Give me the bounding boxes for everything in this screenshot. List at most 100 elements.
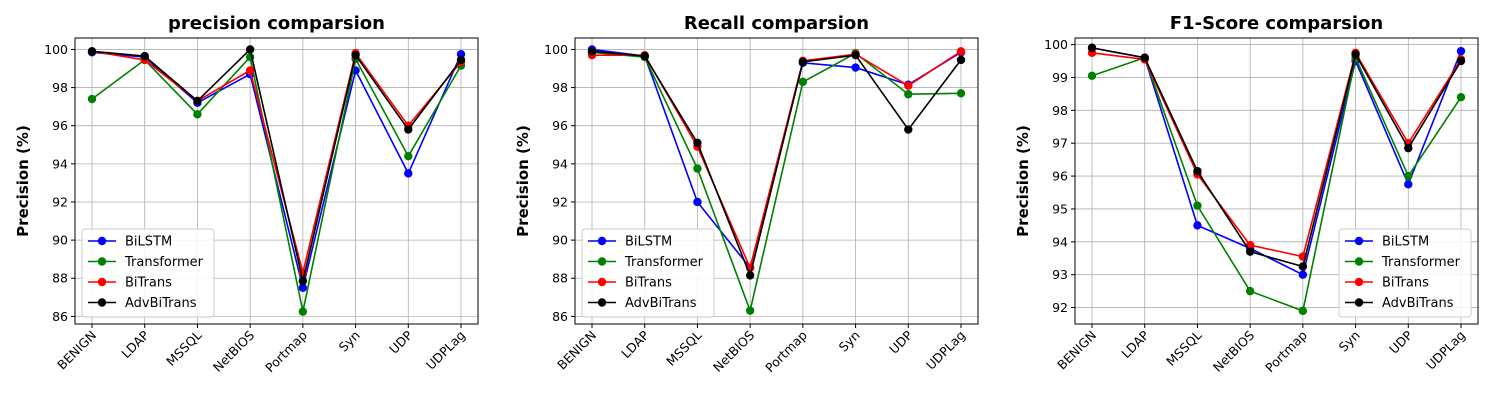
legend-marker <box>97 257 107 266</box>
legend-marker <box>597 277 607 287</box>
legend-label: BiLSTM <box>1382 235 1429 250</box>
chart-title: Recall comparsion <box>684 13 869 34</box>
chart-title: F1-Score comparsion <box>1170 13 1383 34</box>
legend-marker <box>97 277 107 287</box>
y-axis-label: Precision (%) <box>514 125 532 237</box>
y-axis-label: Precision (%) <box>1014 125 1032 237</box>
legend-marker <box>597 236 607 246</box>
legend-label: BiTrans <box>125 276 172 291</box>
data-point-transformer <box>1245 286 1255 296</box>
data-point-advbitrans <box>640 51 649 61</box>
x-tick-label: NetBIOS <box>210 327 257 374</box>
data-point-bilstm <box>1404 180 1413 189</box>
data-point-transformer <box>1298 306 1308 316</box>
data-point-bilstm <box>404 169 413 178</box>
x-tick-label: Portmap <box>262 327 310 375</box>
data-point-advbitrans <box>798 57 808 67</box>
data-point-advbitrans <box>587 47 597 56</box>
legend-label: BiLSTM <box>125 235 172 250</box>
data-point-bitrans <box>904 81 913 90</box>
x-tick-label: BENIGN <box>554 328 599 373</box>
data-point-advbitrans <box>456 55 466 65</box>
data-point-bitrans <box>956 47 966 56</box>
data-point-bilstm <box>693 197 702 207</box>
x-tick-label: Syn <box>336 328 363 355</box>
data-point-transformer <box>87 94 97 104</box>
data-point-advbitrans <box>351 50 360 60</box>
legend-label: BiTrans <box>625 276 672 291</box>
y-tick-label: 95 <box>1052 201 1068 216</box>
data-point-advbitrans <box>87 47 97 56</box>
y-tick-label: 100 <box>544 42 568 57</box>
data-point-advbitrans <box>693 138 702 148</box>
plot-frame <box>74 37 479 325</box>
x-tick-label: Portmap <box>1262 327 1310 375</box>
x-tick-label: LDAP <box>1118 327 1152 361</box>
series-line-advbitrans <box>591 50 962 279</box>
legend-label: Transformer <box>624 255 704 270</box>
series-line-bitrans <box>1091 50 1462 258</box>
legend-marker <box>1354 257 1364 266</box>
y-tick-label: 98 <box>1052 103 1068 118</box>
data-point-transformer <box>904 90 913 99</box>
x-tick-label: MSSQL <box>1163 327 1204 368</box>
data-point-transformer <box>193 110 202 119</box>
legend: BiLSTM Transformer BiTrans AdvBiTrans <box>581 228 715 318</box>
x-tick-label: Syn <box>1336 328 1363 355</box>
x-tick-label: UDPLag <box>423 328 468 373</box>
data-point-transformer <box>298 307 308 316</box>
legend-label: AdvBiTrans <box>625 296 697 311</box>
legend-box <box>81 228 215 318</box>
y-tick-label: 93 <box>1052 267 1068 282</box>
x-tick-label: MSSQL <box>663 327 704 368</box>
y-tick-label: 92 <box>552 194 568 209</box>
y-tick-label: 100 <box>44 42 68 57</box>
data-point-transformer <box>693 164 702 173</box>
legend-label: BiLSTM <box>625 235 672 250</box>
x-tick-label: UDPLag <box>923 328 968 373</box>
data-point-transformer <box>956 89 966 98</box>
y-tick-label: 96 <box>552 118 568 133</box>
legend-label: AdvBiTrans <box>125 296 197 311</box>
y-tick-label: 98 <box>552 80 568 95</box>
y-tick-label: 86 <box>52 309 68 324</box>
y-tick-label: 88 <box>52 271 68 286</box>
data-point-advbitrans <box>1404 143 1413 153</box>
y-tick-label: 94 <box>552 156 568 171</box>
y-tick-label: 92 <box>1052 300 1068 315</box>
x-tick-label: BENIGN <box>54 328 99 373</box>
x-tick-label: NetBIOS <box>710 327 757 374</box>
series-line-bitrans <box>91 50 462 273</box>
data-point-transformer <box>1193 201 1202 210</box>
legend-box <box>1338 228 1472 318</box>
x-tick-label: UDP <box>886 327 916 357</box>
data-point-transformer <box>1456 92 1466 102</box>
data-point-advbitrans <box>956 55 966 65</box>
chart-title: precision comparsion <box>168 13 385 34</box>
data-point-advbitrans <box>1298 262 1308 271</box>
data-point-advbitrans <box>745 271 755 280</box>
data-point-bilstm <box>298 283 308 292</box>
legend-marker <box>97 298 107 307</box>
series-line-advbitrans <box>1091 47 1462 268</box>
y-tick-label: 100 <box>1044 37 1068 52</box>
data-point-advbitrans <box>851 50 860 60</box>
data-point-bitrans <box>245 66 255 75</box>
x-tick-label: Syn <box>836 328 863 355</box>
data-point-bilstm <box>1298 270 1308 279</box>
x-tick-label: MSSQL <box>163 327 204 368</box>
legend-marker <box>597 298 607 307</box>
chart-panel-3: 92 93 94 95 96 97 98 99 100 BENIGN LDAP MSSQL NetBIO… <box>1014 13 1479 375</box>
series-line-transformer <box>1091 55 1462 312</box>
legend-label: Transformer <box>124 255 204 270</box>
legend-marker <box>1354 277 1364 287</box>
data-point-transformer <box>798 77 808 87</box>
y-tick-label: 88 <box>552 271 568 286</box>
x-tick-label: Portmap <box>762 327 810 375</box>
data-point-advbitrans <box>193 96 202 106</box>
data-point-advbitrans <box>245 45 255 54</box>
x-tick-label: NetBIOS <box>1210 327 1257 374</box>
series-line-transformer <box>91 55 462 312</box>
y-tick-label: 96 <box>52 118 68 133</box>
